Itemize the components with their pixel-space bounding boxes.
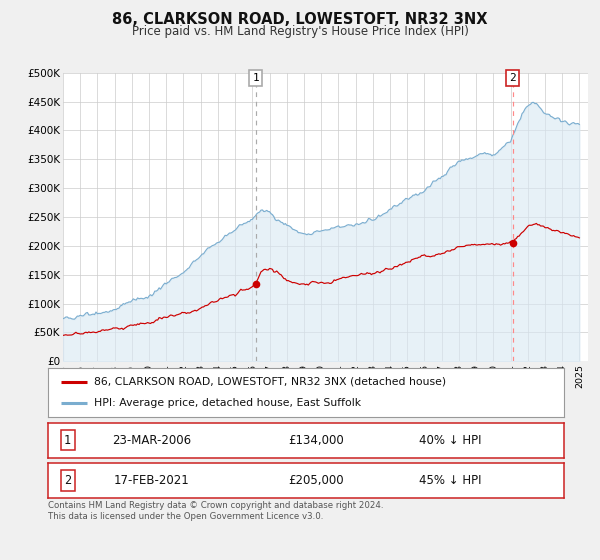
- Text: 1: 1: [253, 73, 259, 83]
- Text: 1: 1: [64, 433, 71, 447]
- Text: 40% ↓ HPI: 40% ↓ HPI: [419, 433, 482, 447]
- Text: £134,000: £134,000: [289, 433, 344, 447]
- Text: HPI: Average price, detached house, East Suffolk: HPI: Average price, detached house, East…: [94, 398, 362, 408]
- Text: 86, CLARKSON ROAD, LOWESTOFT, NR32 3NX: 86, CLARKSON ROAD, LOWESTOFT, NR32 3NX: [112, 12, 488, 27]
- Text: 23-MAR-2006: 23-MAR-2006: [112, 433, 191, 447]
- Text: 86, CLARKSON ROAD, LOWESTOFT, NR32 3NX (detached house): 86, CLARKSON ROAD, LOWESTOFT, NR32 3NX (…: [94, 377, 446, 387]
- Text: Contains HM Land Registry data © Crown copyright and database right 2024.
This d: Contains HM Land Registry data © Crown c…: [48, 501, 383, 521]
- Text: £205,000: £205,000: [289, 474, 344, 487]
- Text: 17-FEB-2021: 17-FEB-2021: [113, 474, 189, 487]
- Text: Price paid vs. HM Land Registry's House Price Index (HPI): Price paid vs. HM Land Registry's House …: [131, 25, 469, 38]
- Text: 45% ↓ HPI: 45% ↓ HPI: [419, 474, 482, 487]
- Text: 2: 2: [509, 73, 516, 83]
- Text: 2: 2: [64, 474, 71, 487]
